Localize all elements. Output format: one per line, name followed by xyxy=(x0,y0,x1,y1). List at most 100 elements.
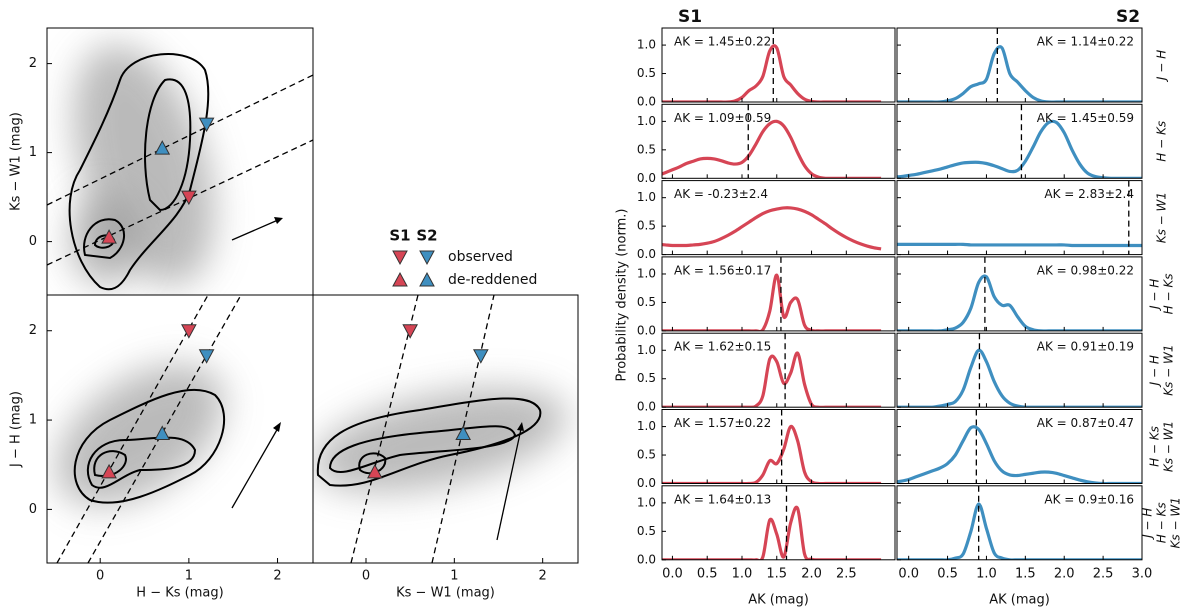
y-tick-label: 0.0 xyxy=(637,323,656,337)
legend-marker xyxy=(419,250,435,266)
observed-marker xyxy=(181,190,197,206)
ak-annotation: AK = 1.56±0.17 xyxy=(674,263,771,277)
row-label: H − Ks xyxy=(1155,121,1169,162)
x-tick-label: 2.5 xyxy=(1093,566,1114,581)
row-label: H − Ks xyxy=(1162,273,1176,314)
panel-frame xyxy=(661,180,896,256)
y-tick-label: 0.5 xyxy=(637,219,656,233)
observed-marker xyxy=(198,349,215,364)
density-curve xyxy=(897,274,1142,331)
row-label: Ks − W1 xyxy=(1162,421,1176,472)
cloud-top-left xyxy=(47,44,313,291)
density-panel xyxy=(662,28,882,102)
column-header: S2 xyxy=(1116,7,1140,27)
row-label: H − Ks xyxy=(1155,502,1169,543)
panel-frame xyxy=(312,294,579,564)
density-curve xyxy=(662,424,882,484)
y-tick-label: 2 xyxy=(29,323,37,338)
density-panel xyxy=(662,256,882,331)
panel-frame xyxy=(896,332,1143,408)
legend-series: S1 xyxy=(389,227,410,245)
density-panel xyxy=(897,485,1142,560)
ak-annotation: AK = 1.64±0.13 xyxy=(674,492,771,506)
panel-frame xyxy=(896,409,1143,484)
x-tick-label: 1.5 xyxy=(1015,566,1036,581)
de-reddened-marker xyxy=(366,463,383,479)
legend-label: de-reddened xyxy=(448,272,537,288)
y-tick-label: 1.0 xyxy=(637,419,656,433)
ak-annotation: AK = -0.23±2.4 xyxy=(674,187,768,201)
density-curve xyxy=(897,348,1142,408)
y-tick-label: 0.5 xyxy=(637,524,656,538)
cloud-bottom-left xyxy=(56,295,281,563)
row-label: J − H xyxy=(1155,50,1169,82)
ak-annotation: AK = 1.45±0.22 xyxy=(674,35,771,49)
x-tick-label: 2.0 xyxy=(1054,566,1075,581)
legend-label: observed xyxy=(448,249,513,265)
panel-frame xyxy=(896,485,1143,561)
de-reddened-marker xyxy=(154,140,171,155)
y-tick-label: 0.5 xyxy=(637,142,656,156)
row-label: J − H xyxy=(1148,355,1162,387)
y-tick-label: 0.0 xyxy=(637,476,656,490)
y-tick-label: 0.0 xyxy=(637,400,656,414)
row-label: Ks − W1 xyxy=(1169,497,1183,548)
observed-marker xyxy=(402,324,419,339)
x-tick-label: 1 xyxy=(185,569,193,584)
panel-frame xyxy=(661,409,896,484)
panel-frame xyxy=(896,103,1143,179)
ak-annotation: AK = 1.09±0.59 xyxy=(674,111,771,125)
column-header: S1 xyxy=(678,7,702,27)
ak-annotation: AK = 2.83±2.4 xyxy=(1044,187,1134,201)
row-label: Ks − W1 xyxy=(1162,345,1176,396)
y-tick-label: 1.0 xyxy=(637,343,656,357)
y-tick-label: 0.5 xyxy=(637,371,656,385)
x-tick-label: 2 xyxy=(539,569,547,584)
x-tick-label: 2.5 xyxy=(836,566,857,581)
y-tick-label: 1 xyxy=(29,413,37,428)
y-tick-label: 0.5 xyxy=(637,66,656,80)
de-reddened-marker xyxy=(101,463,117,479)
density-panel xyxy=(662,485,882,560)
density-panel xyxy=(897,104,1142,179)
y-tick-label: 1.0 xyxy=(637,38,656,52)
x-axis-label: Ks − W1 (mag) xyxy=(396,586,495,601)
y-tick-label: 2 xyxy=(29,56,37,71)
ak-annotation: AK = 1.14±0.22 xyxy=(1037,35,1134,49)
panel-frame xyxy=(661,485,896,561)
observed-marker xyxy=(181,324,197,339)
legend-marker xyxy=(392,271,408,287)
ak-annotation: AK = 1.62±0.15 xyxy=(674,340,771,354)
panel-frame xyxy=(896,27,1143,103)
legend-marker xyxy=(419,271,435,287)
x-tick-label: 0.5 xyxy=(937,566,958,581)
cloud-bottom-middle xyxy=(313,295,568,563)
density-curve xyxy=(662,119,882,179)
density-panel xyxy=(897,180,1142,255)
x-tick-label: 2.0 xyxy=(801,566,822,581)
ak-annotation: AK = 0.87±0.47 xyxy=(1037,416,1134,430)
y-tick-label: 0 xyxy=(29,234,37,249)
row-label: J − H xyxy=(1141,508,1155,540)
de-reddened-marker xyxy=(455,425,472,440)
y-tick-label: 1.0 xyxy=(637,114,656,128)
x-tick-label: 0 xyxy=(362,569,370,584)
panel-frame xyxy=(661,332,896,408)
density-curve xyxy=(897,242,1142,248)
y-axis-label: Ks − W1 (mag) xyxy=(9,112,24,211)
x-tick-label: 3.0 xyxy=(1132,566,1153,581)
y-axis-label: Probability density (norm.) xyxy=(615,209,630,382)
density-curve xyxy=(897,502,1142,560)
density-curve xyxy=(662,206,882,251)
x-axis-label: AK (mag) xyxy=(989,593,1050,608)
panel-frame xyxy=(896,180,1143,256)
panel-frame xyxy=(661,27,896,103)
density-curve xyxy=(897,425,1142,484)
density-curve xyxy=(897,119,1142,179)
y-tick-label: 1.0 xyxy=(637,266,656,280)
y-tick-label: 1 xyxy=(29,145,37,160)
x-tick-label: 0 xyxy=(96,569,104,584)
y-tick-label: 1.0 xyxy=(637,495,656,509)
ak-annotation: AK = 0.9±0.16 xyxy=(1044,492,1134,506)
